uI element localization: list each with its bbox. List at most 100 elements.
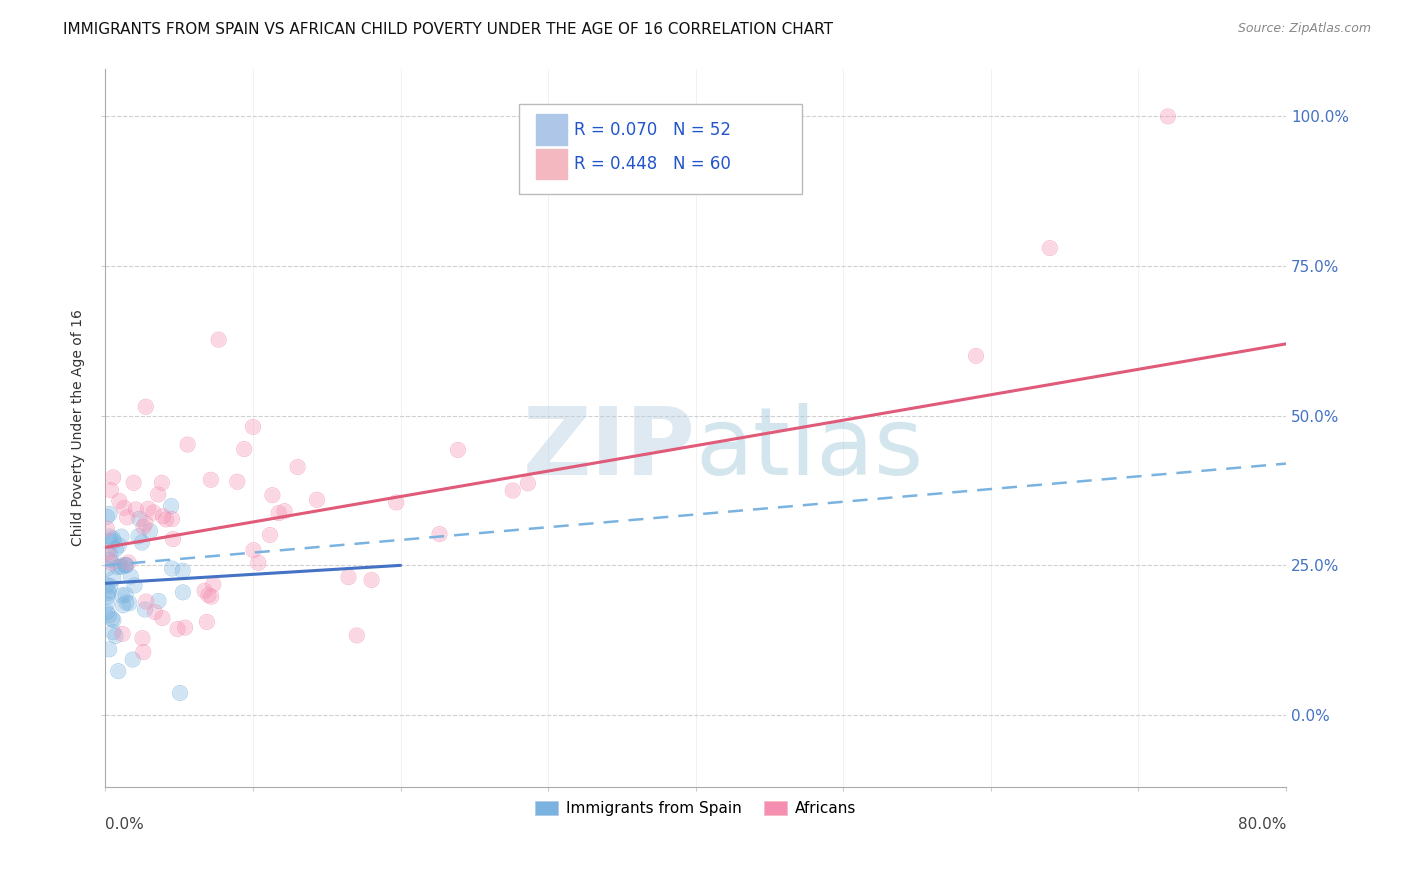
Point — [160, 561, 183, 575]
Point — [103, 572, 125, 586]
Point — [247, 556, 270, 570]
Point — [267, 506, 290, 520]
Point — [135, 400, 157, 414]
Point — [346, 628, 368, 642]
Point — [111, 559, 134, 574]
Point — [96, 597, 118, 611]
Text: atlas: atlas — [696, 403, 924, 495]
Point — [385, 495, 408, 509]
Point — [101, 612, 124, 626]
Point — [195, 615, 218, 629]
Point — [97, 586, 120, 600]
Point — [176, 437, 198, 451]
Point — [139, 524, 162, 538]
Point — [98, 579, 121, 593]
Point — [259, 528, 281, 542]
Point — [122, 475, 145, 490]
Point — [176, 437, 198, 451]
Point — [117, 556, 139, 570]
Point — [134, 602, 156, 616]
Point — [287, 460, 309, 475]
Point — [194, 583, 217, 598]
Text: R = 0.448   N = 60: R = 0.448 N = 60 — [574, 155, 731, 173]
Point — [107, 664, 129, 678]
Point — [111, 599, 134, 613]
Point — [152, 611, 174, 625]
Point — [267, 506, 290, 520]
Point — [98, 534, 121, 549]
Point — [150, 475, 173, 490]
Point — [152, 611, 174, 625]
Point — [124, 578, 146, 592]
Text: R = 0.070   N = 52: R = 0.070 N = 52 — [574, 120, 731, 138]
Point — [136, 501, 159, 516]
Point — [128, 512, 150, 526]
Point — [148, 594, 170, 608]
Point — [447, 442, 470, 457]
Point — [143, 605, 166, 619]
Point — [169, 686, 191, 700]
Point — [160, 561, 183, 575]
Point — [273, 504, 295, 518]
Point — [132, 645, 155, 659]
Point — [160, 499, 183, 513]
Point — [98, 530, 121, 544]
Point — [127, 529, 149, 543]
Point — [104, 542, 127, 557]
Point — [115, 558, 138, 572]
Point — [360, 573, 382, 587]
Point — [115, 558, 138, 572]
Point — [207, 333, 229, 347]
Point — [115, 596, 138, 610]
Point — [101, 470, 124, 484]
Point — [148, 487, 170, 501]
Point — [162, 532, 184, 546]
Point — [96, 561, 118, 575]
Point — [120, 569, 142, 583]
Point — [148, 487, 170, 501]
Point — [202, 577, 225, 591]
Point — [150, 475, 173, 490]
Point — [502, 483, 524, 498]
Point — [100, 483, 122, 498]
Point — [247, 556, 270, 570]
Point — [98, 530, 121, 544]
Point — [1157, 110, 1180, 124]
Point — [103, 613, 125, 627]
Point — [142, 506, 165, 520]
Point — [166, 622, 188, 636]
Point — [305, 492, 328, 507]
Point — [103, 534, 125, 549]
Point — [127, 529, 149, 543]
Point — [98, 608, 121, 623]
Point — [207, 333, 229, 347]
Point — [101, 532, 124, 546]
Point — [429, 527, 451, 541]
Point — [97, 545, 120, 559]
Point — [108, 494, 131, 508]
Y-axis label: Child Poverty Under the Age of 16: Child Poverty Under the Age of 16 — [72, 310, 86, 546]
Point — [115, 596, 138, 610]
Point — [142, 506, 165, 520]
Point — [136, 501, 159, 516]
Point — [118, 596, 141, 610]
Point — [200, 590, 222, 604]
Point — [110, 530, 132, 544]
Point — [131, 535, 153, 549]
Point — [111, 627, 134, 641]
Text: Source: ZipAtlas.com: Source: ZipAtlas.com — [1237, 22, 1371, 36]
Point — [103, 534, 125, 549]
Point — [103, 613, 125, 627]
Point — [104, 629, 127, 643]
Point — [152, 509, 174, 524]
Point — [1039, 241, 1062, 255]
Point — [200, 590, 222, 604]
Point — [135, 400, 157, 414]
Point — [131, 535, 153, 549]
Point — [108, 538, 131, 552]
Point — [965, 349, 987, 363]
Point — [101, 470, 124, 484]
Point — [98, 534, 121, 549]
Point — [143, 605, 166, 619]
Point — [96, 605, 118, 619]
